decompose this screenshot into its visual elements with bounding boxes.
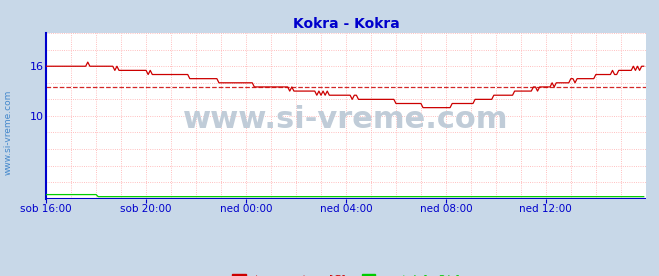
- Legend: temperatura [C], pretok [m3/s]: temperatura [C], pretok [m3/s]: [228, 270, 464, 276]
- Text: www.si-vreme.com: www.si-vreme.com: [4, 90, 13, 175]
- Text: www.si-vreme.com: www.si-vreme.com: [183, 105, 509, 134]
- Title: Kokra - Kokra: Kokra - Kokra: [293, 17, 399, 31]
